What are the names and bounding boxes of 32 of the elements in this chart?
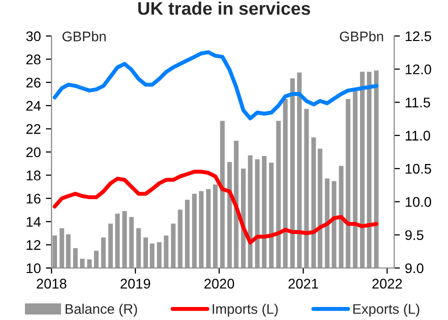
y-tick-label: 30 xyxy=(26,31,41,42)
line-series xyxy=(52,50,378,120)
y2-tick-label: 10.5 xyxy=(406,164,432,174)
y-tick-label: 10 xyxy=(26,263,41,274)
y-tick-label: 24 xyxy=(26,100,41,111)
x-tick-label: 2021 xyxy=(288,278,318,289)
x-tick-label: 2019 xyxy=(120,278,150,289)
y-tick-label: 22 xyxy=(26,124,40,134)
y-tick-label: 26 xyxy=(26,78,40,88)
chart-title: UK trade in services xyxy=(138,2,310,15)
y-tick-label: 12 xyxy=(26,240,40,250)
legend-label: Imports (L) xyxy=(212,304,278,317)
legend-label: Balance (R) xyxy=(66,304,137,317)
y-tick-label: 28 xyxy=(26,54,40,64)
y2-tick-label: 11.5 xyxy=(406,98,430,108)
x-tick-label: 2022 xyxy=(372,278,402,289)
y-tick-label: 18 xyxy=(26,170,40,180)
y2-tick-label: 9.0 xyxy=(405,263,424,274)
y2-tick-label: 11.0 xyxy=(406,130,430,141)
line-series xyxy=(52,170,378,244)
legend-label: Exports (L) xyxy=(353,304,420,317)
y2-tick-label: 12.0 xyxy=(406,64,432,74)
y-axis-title: GBPbn xyxy=(62,31,106,42)
y-tick-label: 16 xyxy=(26,194,40,204)
y-tick-label: 14 xyxy=(26,217,41,227)
x-tick-label: 2020 xyxy=(204,278,234,289)
y2-tick-label: 10.0 xyxy=(406,197,432,207)
y2-axis-title: GBPbn xyxy=(340,31,384,42)
y-tick-label: 20 xyxy=(26,147,41,158)
y2-tick-label: 9.5 xyxy=(405,230,424,240)
x-tick-label: 2018 xyxy=(36,278,66,289)
y2-tick-label: 12.5 xyxy=(406,31,432,42)
